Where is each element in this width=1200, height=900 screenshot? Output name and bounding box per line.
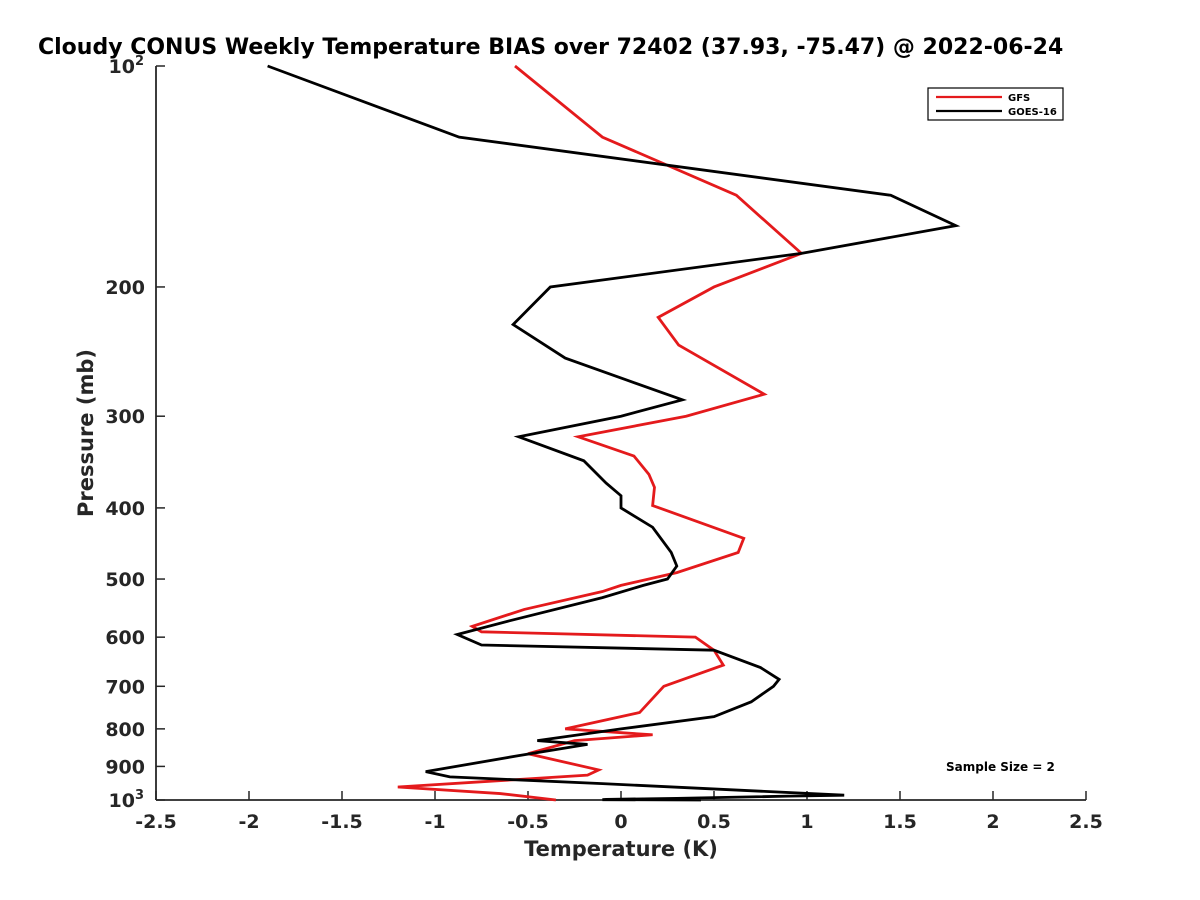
- y-tick-label: 300: [105, 406, 145, 428]
- y-tick-label-base: 10: [109, 790, 135, 812]
- y-tick-label-base: 700: [105, 676, 145, 698]
- legend-label-gfs: GFS: [1008, 93, 1030, 104]
- y-tick-label-base: 900: [105, 756, 145, 778]
- y-tick-label-exponent: 3: [135, 788, 144, 803]
- y-tick-label: 500: [105, 569, 145, 591]
- y-tick-label-base: 300: [105, 406, 145, 428]
- chart-title: Cloudy CONUS Weekly Temperature BIAS ove…: [38, 35, 1063, 60]
- series-line-goes16: [267, 64, 961, 802]
- y-tick-label: 400: [105, 498, 145, 520]
- y-tick-label: 700: [105, 676, 145, 698]
- y-tick-label: 10: [109, 790, 135, 812]
- x-tick-label: 0: [614, 811, 627, 833]
- x-tick-label: -2.5: [135, 811, 177, 833]
- legend-box: [927, 87, 1064, 121]
- y-tick-label: 800: [105, 719, 145, 741]
- x-tick-label: 2: [986, 811, 999, 833]
- x-tick-label: 2.5: [1069, 811, 1103, 833]
- plot-axes: [155, 66, 1086, 801]
- y-tick-label-base: 500: [105, 569, 145, 591]
- x-ticks: -2.5 -2 -1.5 -1 -0.5 0 0.5 1 1.5 2 2.5: [135, 791, 1103, 833]
- x-tick-label: -0.5: [507, 811, 549, 833]
- y-tick-label: 10: [109, 56, 135, 78]
- y-tick-label: 600: [105, 627, 145, 649]
- x-axis-label: Temperature (K): [524, 837, 718, 861]
- y-tick-label-base: 800: [105, 719, 145, 741]
- x-tick-label: 1.5: [883, 811, 917, 833]
- sample-size-annotation: Sample Size = 2: [946, 760, 1055, 774]
- y-tick-label-base: 400: [105, 498, 145, 520]
- x-tick-label: -2: [238, 811, 259, 833]
- y-tick-label-base: 200: [105, 277, 145, 299]
- x-tick-label: 1: [800, 811, 813, 833]
- y-tick-label-exponent: 2: [135, 54, 144, 69]
- y-tick-label: 200: [105, 277, 145, 299]
- series-lines: [267, 64, 961, 802]
- legend: GFS GOES-16: [927, 87, 1064, 121]
- legend-label-goes16: GOES-16: [1008, 107, 1057, 118]
- y-tick-label: 900: [105, 756, 145, 778]
- x-tick-label: -1.5: [321, 811, 363, 833]
- y-tick-label-base: 10: [109, 56, 135, 78]
- x-tick-label: -1: [424, 811, 445, 833]
- y-tick-label-base: 600: [105, 627, 145, 649]
- y-axis-label: Pressure (mb): [74, 349, 98, 517]
- x-tick-label: 0.5: [697, 811, 731, 833]
